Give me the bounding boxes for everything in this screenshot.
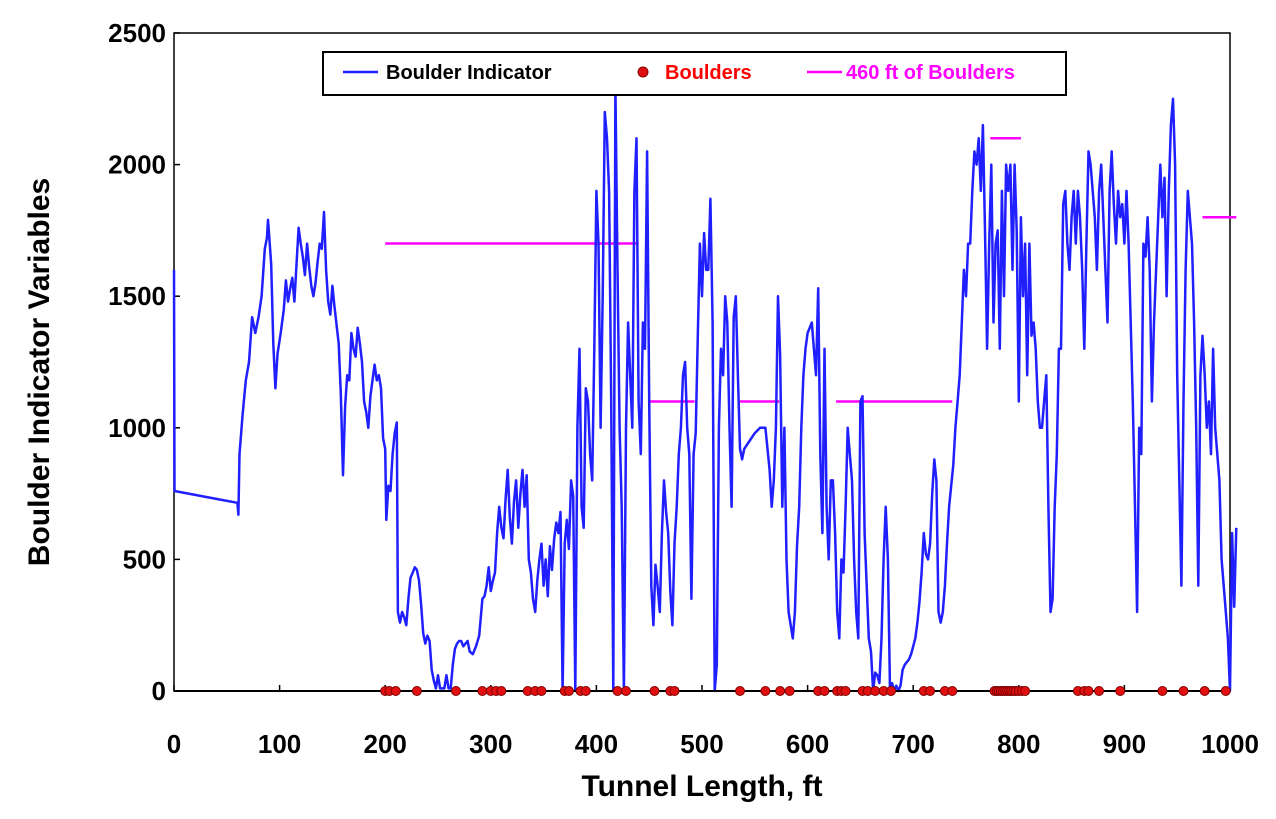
boulder-marker — [536, 686, 547, 696]
boulder-marker — [496, 686, 507, 696]
boulder-marker — [649, 686, 660, 696]
x-tick-label: 900 — [1103, 729, 1146, 759]
x-tick-label: 600 — [786, 729, 829, 759]
boulder-marker — [612, 686, 623, 696]
legend-box — [322, 51, 1067, 96]
boulder-markers — [380, 686, 1231, 696]
boulder-marker — [1178, 686, 1189, 696]
boulder-marker — [580, 686, 591, 696]
x-tick-label: 100 — [258, 729, 301, 759]
boulder-marker — [886, 686, 897, 696]
y-tick-label: 500 — [123, 544, 166, 574]
x-tick-label: 500 — [680, 729, 723, 759]
boulder-marker — [784, 686, 795, 696]
legend-segments-label: 460 ft of Boulders — [846, 62, 1015, 84]
boulder-marker — [1199, 686, 1210, 696]
x-tick-label: 0 — [167, 729, 181, 759]
y-axis-ticks: 0 500 1000 1500 2000 2500 — [108, 18, 180, 706]
boulder-marker — [1083, 686, 1094, 696]
boulder-marker — [411, 686, 422, 696]
legend-boulders-label: Boulders — [665, 62, 752, 84]
boulder-marker — [819, 686, 830, 696]
boulder-marker — [1220, 686, 1231, 696]
y-axis-title: Boulder Indicator Variables — [23, 178, 56, 566]
boulder-marker — [1020, 686, 1031, 696]
x-tick-label: 1000 — [1201, 729, 1259, 759]
boulder-marker — [1157, 686, 1168, 696]
boulder-marker — [477, 686, 488, 696]
boulder-marker — [925, 686, 936, 696]
boulder-marker — [760, 686, 771, 696]
boulder-marker — [390, 686, 401, 696]
boulder-marker — [669, 686, 680, 696]
y-tick-label: 0 — [152, 676, 166, 706]
y-tick-label: 1000 — [108, 413, 166, 443]
boulder-marker — [840, 686, 851, 696]
legend: Boulder Indicator Boulders 460 ft of Bou… — [322, 51, 1067, 96]
y-tick-label: 1500 — [108, 281, 166, 311]
boulder-marker — [563, 686, 574, 696]
y-tick-label: 2000 — [108, 150, 166, 180]
boulder-marker — [1115, 686, 1126, 696]
boulder-marker — [620, 686, 631, 696]
legend-boulders-swatch — [637, 66, 649, 78]
plot-area — [173, 32, 1231, 692]
x-tick-label: 300 — [469, 729, 512, 759]
boulder-marker — [775, 686, 786, 696]
x-axis-ticks: 0 100 200 300 400 500 600 700 800 900 1000 — [167, 685, 1259, 759]
x-axis-title: Tunnel Length, ft — [581, 770, 822, 803]
y-tick-label: 2500 — [108, 18, 166, 48]
boulder-marker — [947, 686, 958, 696]
legend-indicator-label: Boulder Indicator — [386, 62, 552, 84]
boulder-marker — [1094, 686, 1105, 696]
x-tick-label: 700 — [892, 729, 935, 759]
boulder-indicator-line — [172, 84, 1238, 693]
x-tick-label: 800 — [997, 729, 1040, 759]
x-tick-label: 200 — [364, 729, 407, 759]
boulder-marker — [450, 686, 461, 696]
x-tick-label: 400 — [575, 729, 618, 759]
boulder-marker — [870, 686, 881, 696]
boulder-marker — [735, 686, 746, 696]
